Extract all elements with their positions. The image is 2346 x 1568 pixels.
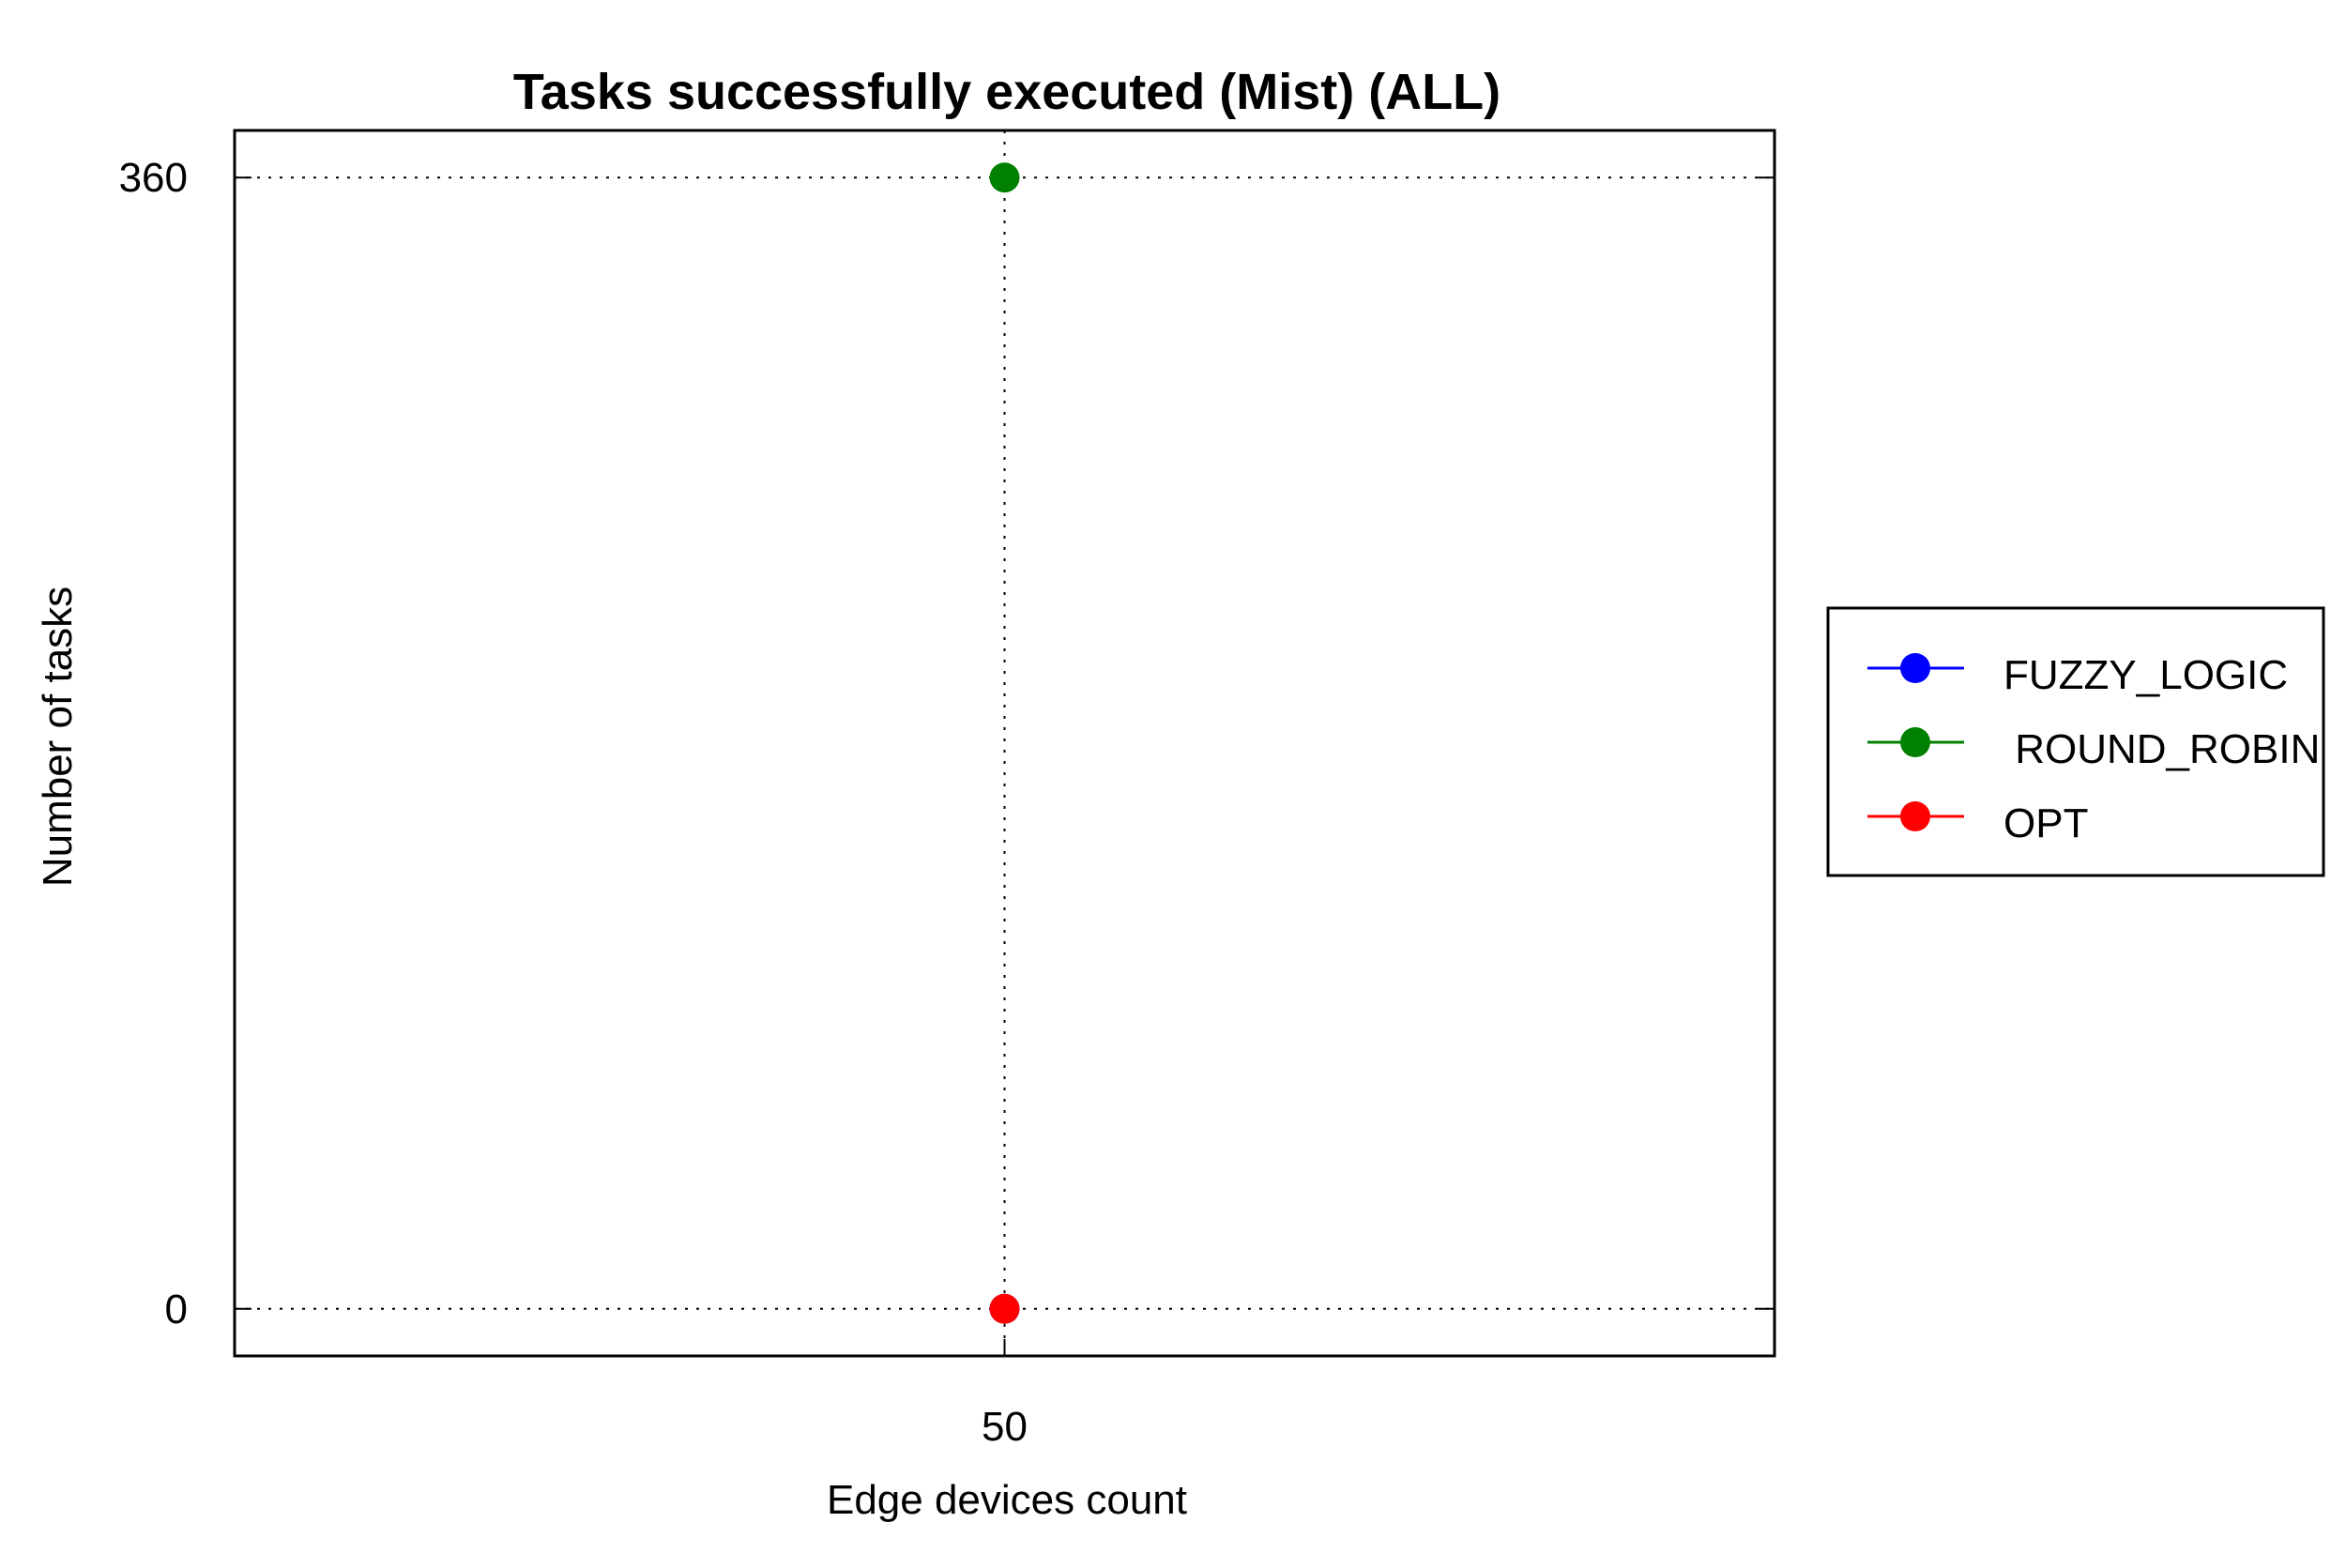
data-point <box>989 162 1020 193</box>
legend: FUZZY_LOGIC ROUND_ROBIN OPT <box>1826 606 2325 877</box>
x-tick-label: 50 <box>982 1404 1028 1450</box>
y-tick-label: 360 <box>119 155 188 201</box>
chart-title: Tasks successfully executed (Mist) (ALL) <box>513 64 1501 120</box>
legend-marker <box>1900 801 1930 831</box>
legend-marker <box>1900 653 1930 683</box>
tick-labels: 0 360 50 <box>119 155 1028 1450</box>
legend-label: ROUND_ROBIN <box>2003 726 2320 772</box>
legend-label: FUZZY_LOGIC <box>2003 652 2288 698</box>
tick-marks <box>235 176 1775 1356</box>
legend-marker <box>1900 727 1930 757</box>
plot-frame <box>233 129 1776 1358</box>
y-tick-label: 0 <box>165 1286 188 1332</box>
data-marks <box>989 162 1020 1324</box>
y-axis-label: Number of tasks <box>35 586 81 887</box>
data-point <box>989 1293 1020 1324</box>
grid-lines <box>235 130 1775 1356</box>
legend-label: OPT <box>2003 800 2088 846</box>
x-axis-label: Edge devices count <box>827 1477 1187 1523</box>
